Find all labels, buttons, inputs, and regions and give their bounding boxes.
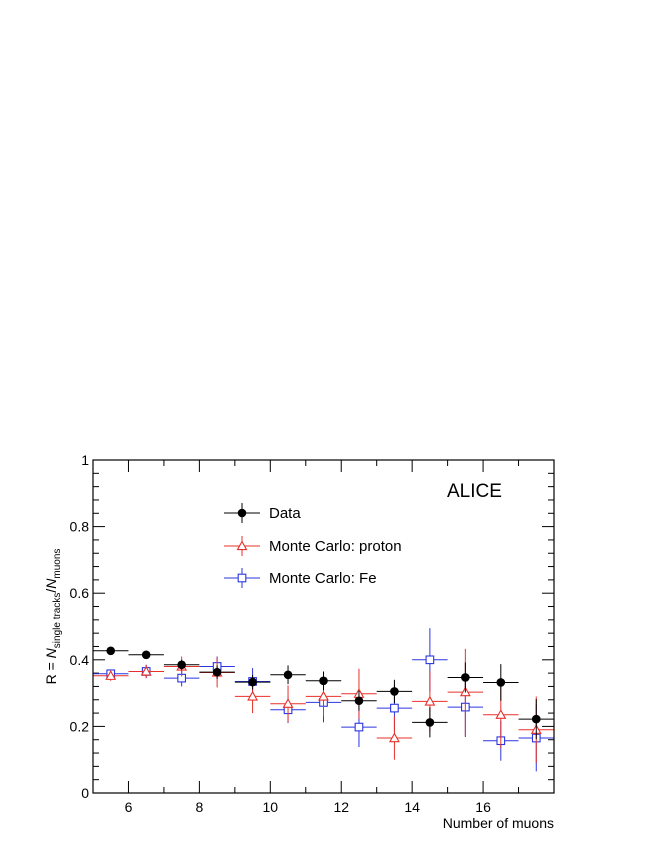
legend-entry: Data <box>224 503 301 523</box>
data-marker <box>354 696 364 706</box>
data-marker <box>390 687 399 696</box>
data-marker <box>283 670 293 680</box>
data-marker <box>212 667 222 677</box>
proton-marker <box>424 695 436 706</box>
y-tick-label: 0.2 <box>70 718 90 734</box>
y-axis-label: R = Nsingle tracks/Nmuons <box>43 549 63 685</box>
y-tick-label: 0.6 <box>70 585 90 601</box>
legend-entry: Monte Carlo: proton <box>224 536 402 556</box>
proton-marker <box>388 732 400 743</box>
proton-marker <box>236 540 248 551</box>
experiment-label: ALICE <box>447 481 502 502</box>
y-label-slash: / <box>43 589 59 593</box>
data-marker <box>141 650 151 660</box>
data-marker <box>531 714 541 724</box>
data-marker <box>106 646 116 656</box>
fe-marker <box>425 655 435 665</box>
legend-entry: Monte Carlo: Fe <box>224 568 377 588</box>
proton-marker <box>318 690 329 701</box>
x-tick-label: 12 <box>333 799 349 815</box>
plot-area <box>93 628 554 772</box>
y-tick-label: 0.8 <box>70 519 90 535</box>
y-tick-label: 0 <box>81 785 89 801</box>
legend-label: Data <box>269 505 301 522</box>
legend-label: Monte Carlo: proton <box>269 538 402 555</box>
y-label-n2: N <box>43 578 59 589</box>
data-marker <box>496 678 506 687</box>
data-marker <box>237 508 247 518</box>
tick-labels: 6 8 10 12 14 16 0 0.2 0.4 0.6 0.8 1 <box>70 452 492 815</box>
x-tick-label: 10 <box>263 799 279 815</box>
x-tick-label: 6 <box>125 799 133 815</box>
fe-marker <box>390 703 399 713</box>
axis-ticks <box>92 459 555 794</box>
x-tick-label: 8 <box>195 799 203 815</box>
fe-marker <box>354 722 364 732</box>
x-axis-label: Number of muons <box>443 815 554 831</box>
fe-marker <box>237 573 247 583</box>
legend-label: Monte Carlo: Fe <box>269 570 377 587</box>
series-0 <box>93 646 554 740</box>
y-tick-label: 1 <box>81 452 89 468</box>
proton-marker <box>140 665 152 676</box>
proton-marker <box>282 698 294 708</box>
x-tick-label: 14 <box>404 799 420 815</box>
proton-marker <box>247 690 259 701</box>
data-marker <box>319 676 328 686</box>
data-marker <box>177 660 186 670</box>
y-label-prefix: R = <box>43 658 59 684</box>
data-marker <box>461 673 470 682</box>
y-label-n1: N <box>43 647 59 658</box>
data-marker <box>425 718 435 727</box>
proton-marker <box>495 709 507 719</box>
proton-marker <box>105 670 117 680</box>
data-marker <box>248 677 257 687</box>
y-label-sub2: muons <box>52 549 63 579</box>
legend: Data Monte Carlo: proton Monte Carlo: Fe <box>224 503 402 588</box>
y-tick-label: 0.4 <box>70 652 90 668</box>
x-tick-label: 16 <box>475 799 491 815</box>
y-label-sub1: single tracks <box>52 593 63 649</box>
plot-frame <box>92 459 555 794</box>
series-1 <box>93 648 554 764</box>
